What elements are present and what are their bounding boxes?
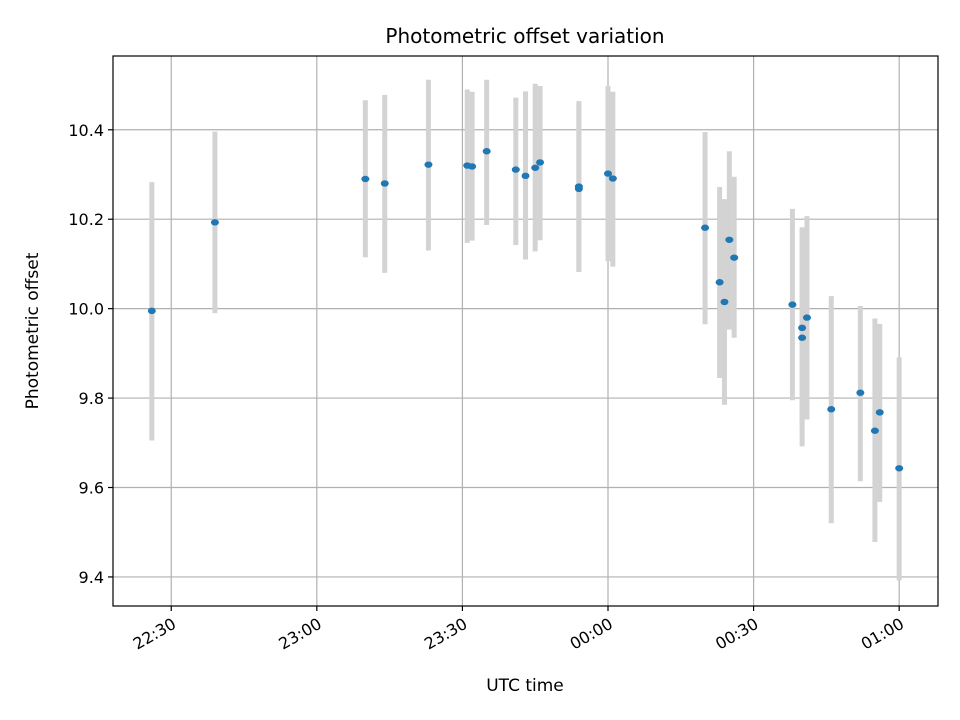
data-point [521,172,530,180]
data-point [827,406,836,413]
data-point [895,465,904,472]
x-axis-label: UTC time [486,676,564,696]
data-point [536,159,545,166]
data-point [798,324,807,332]
data-point [701,224,710,231]
data-point [511,166,520,173]
data-point [380,180,389,187]
data-point [788,301,797,308]
data-point [361,175,370,183]
chart-title: Photometric offset variation [385,24,664,48]
data-point [798,334,807,341]
data-point [802,314,811,321]
data-point [482,148,491,155]
data-point [725,236,734,243]
y-axis-label: Photometric offset [23,252,43,409]
data-point [531,164,540,171]
y-tick-label: 10.0 [68,300,104,319]
data-point [856,389,865,396]
y-tick-label: 9.8 [79,389,104,408]
data-point [468,163,477,170]
data-point [715,279,724,286]
plot-frame [112,55,939,607]
data-point [730,254,739,261]
data-point [574,183,583,190]
data-point [870,427,879,434]
y-tick-label: 10.4 [68,121,104,140]
data-point [210,219,219,226]
point-layer [147,148,904,472]
data-point [604,170,612,177]
data-point [147,307,156,315]
data-point [720,298,729,306]
data-point [875,409,884,416]
y-tick-label: 10.2 [68,210,104,229]
data-point [424,161,433,168]
y-tick-label: 9.4 [79,568,104,587]
y-tick-label: 9.6 [79,479,104,498]
data-point [608,175,617,182]
